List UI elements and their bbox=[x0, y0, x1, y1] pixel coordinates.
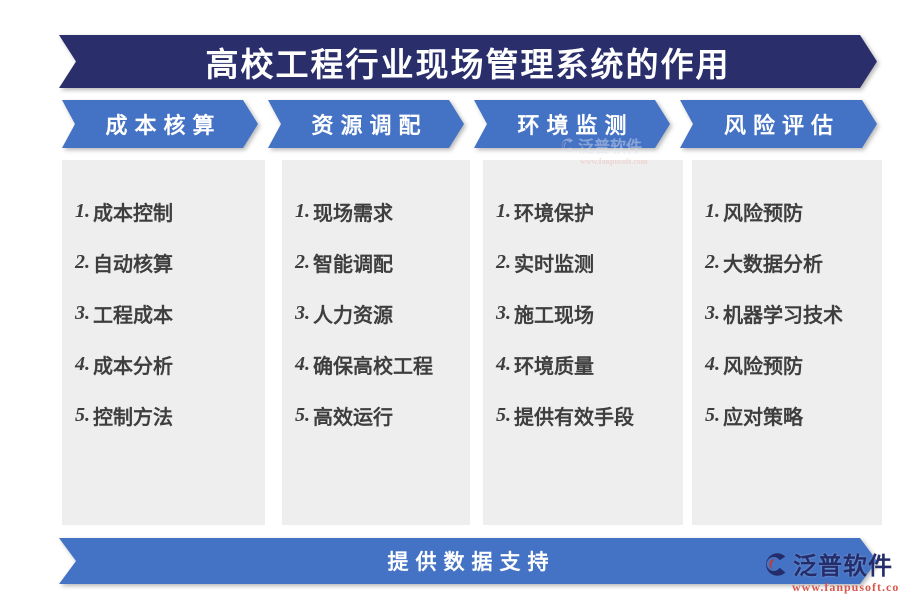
column-risk-assessment: 1. 风险预防 2. 大数据分析 3. 机器学习技术 4. 风险预防 5. 应对策略 bbox=[692, 160, 882, 525]
list-item: 5. 应对策略 bbox=[705, 390, 876, 441]
item-text: 应对策略 bbox=[723, 407, 803, 429]
brand-url: www.fanpusoft.com bbox=[792, 580, 900, 594]
footer-banner-shape: 提供数据支持 bbox=[59, 538, 877, 584]
header-label: 风险评估 bbox=[723, 113, 840, 138]
item-text: 人力资源 bbox=[313, 305, 393, 327]
column-environment-monitoring: 1. 环境保护 2. 实时监测 3. 施工现场 4. 环境质量 5. 提供有效手段 bbox=[483, 160, 683, 525]
item-text: 现场需求 bbox=[313, 203, 393, 225]
item-text: 成本控制 bbox=[93, 203, 173, 225]
item-text: 确保高校工程 bbox=[313, 356, 433, 378]
list-item: 2. 大数据分析 bbox=[705, 237, 876, 288]
list-item: 3. 人力资源 bbox=[295, 288, 464, 339]
item-text: 成本分析 bbox=[93, 356, 173, 378]
list-item: 3. 施工现场 bbox=[496, 288, 677, 339]
item-text: 实时监测 bbox=[514, 254, 594, 276]
item-text: 机器学习技术 bbox=[723, 305, 843, 327]
header-arrow-cost-accounting: 成本核算 bbox=[62, 100, 258, 148]
item-text: 智能调配 bbox=[313, 254, 393, 276]
item-number: 1. bbox=[75, 200, 90, 222]
header-label: 成本核算 bbox=[105, 113, 222, 138]
list-item: 3. 工程成本 bbox=[75, 288, 259, 339]
title-banner: 高校工程行业现场管理系统的作用 bbox=[59, 35, 877, 88]
item-text: 高效运行 bbox=[313, 407, 393, 429]
column-resource-allocation: 1. 现场需求 2. 智能调配 3. 人力资源 4. 确保高校工程 5. 高效运行 bbox=[282, 160, 470, 525]
item-number: 5. bbox=[295, 404, 310, 426]
item-number: 5. bbox=[496, 404, 511, 426]
brand-logo-row: 泛普软件 bbox=[760, 546, 893, 581]
item-number: 2. bbox=[496, 251, 511, 273]
list-item: 2. 智能调配 bbox=[295, 237, 464, 288]
header-label: 资源调配 bbox=[311, 113, 428, 138]
column-cost-accounting: 1. 成本控制 2. 自动核算 3. 工程成本 4. 成本分析 5. 控制方法 bbox=[62, 160, 265, 525]
item-number: 4. bbox=[75, 353, 90, 375]
list-item: 4. 确保高校工程 bbox=[295, 339, 464, 390]
item-number: 3. bbox=[496, 302, 511, 324]
item-text: 大数据分析 bbox=[723, 254, 823, 276]
item-text: 施工现场 bbox=[514, 305, 594, 327]
item-text: 工程成本 bbox=[93, 305, 173, 327]
item-number: 4. bbox=[295, 353, 310, 375]
list-item: 5. 提供有效手段 bbox=[496, 390, 677, 441]
title-banner-shape: 高校工程行业现场管理系统的作用 bbox=[59, 35, 877, 88]
item-number: 3. bbox=[295, 302, 310, 324]
list-item: 3. 机器学习技术 bbox=[705, 288, 876, 339]
item-number: 5. bbox=[705, 404, 720, 426]
list-item: 1. 现场需求 bbox=[295, 186, 464, 237]
list-item: 4. 成本分析 bbox=[75, 339, 259, 390]
item-number: 1. bbox=[295, 200, 310, 222]
footer-banner: 提供数据支持 bbox=[59, 538, 877, 584]
header-arrow-resource-allocation: 资源调配 bbox=[268, 100, 464, 148]
item-number: 1. bbox=[705, 200, 720, 222]
header-label: 环境监测 bbox=[517, 113, 634, 138]
list-item: 4. 环境质量 bbox=[496, 339, 677, 390]
list-item: 4. 风险预防 bbox=[705, 339, 876, 390]
item-text: 环境质量 bbox=[514, 356, 594, 378]
list-item: 1. 成本控制 bbox=[75, 186, 259, 237]
list-item: 1. 风险预防 bbox=[705, 186, 876, 237]
list-item: 5. 控制方法 bbox=[75, 390, 259, 441]
item-text: 风险预防 bbox=[723, 356, 803, 378]
brand-name: 泛普软件 bbox=[793, 554, 893, 580]
item-text: 控制方法 bbox=[93, 407, 173, 429]
header-arrow-risk-assessment: 风险评估 bbox=[680, 100, 877, 148]
brand-logo: 泛普软件 www.fanpusoft.com bbox=[760, 546, 900, 595]
list-item: 2. 自动核算 bbox=[75, 237, 259, 288]
item-number: 2. bbox=[705, 251, 720, 273]
item-text: 环境保护 bbox=[514, 203, 594, 225]
item-text: 自动核算 bbox=[93, 254, 173, 276]
item-number: 2. bbox=[295, 251, 310, 273]
list-item: 5. 高效运行 bbox=[295, 390, 464, 441]
item-number: 3. bbox=[705, 302, 720, 324]
item-text: 提供有效手段 bbox=[514, 407, 634, 429]
header-arrow-shape: 风险评估 bbox=[680, 100, 877, 148]
item-text: 风险预防 bbox=[723, 203, 803, 225]
page-title: 高校工程行业现场管理系统的作用 bbox=[205, 47, 731, 84]
brand-logo-icon bbox=[766, 552, 786, 576]
list-item: 1. 环境保护 bbox=[496, 186, 677, 237]
header-arrow-shape: 环境监测 bbox=[474, 100, 670, 148]
header-arrow-environment-monitoring: 环境监测 bbox=[474, 100, 670, 148]
item-number: 4. bbox=[705, 353, 720, 375]
item-number: 2. bbox=[75, 251, 90, 273]
footer-label: 提供数据支持 bbox=[387, 550, 556, 574]
header-arrow-shape: 成本核算 bbox=[62, 100, 258, 148]
header-arrow-shape: 资源调配 bbox=[268, 100, 464, 148]
item-number: 5. bbox=[75, 404, 90, 426]
item-number: 4. bbox=[496, 353, 511, 375]
item-number: 1. bbox=[496, 200, 511, 222]
list-item: 2. 实时监测 bbox=[496, 237, 677, 288]
item-number: 3. bbox=[75, 302, 90, 324]
